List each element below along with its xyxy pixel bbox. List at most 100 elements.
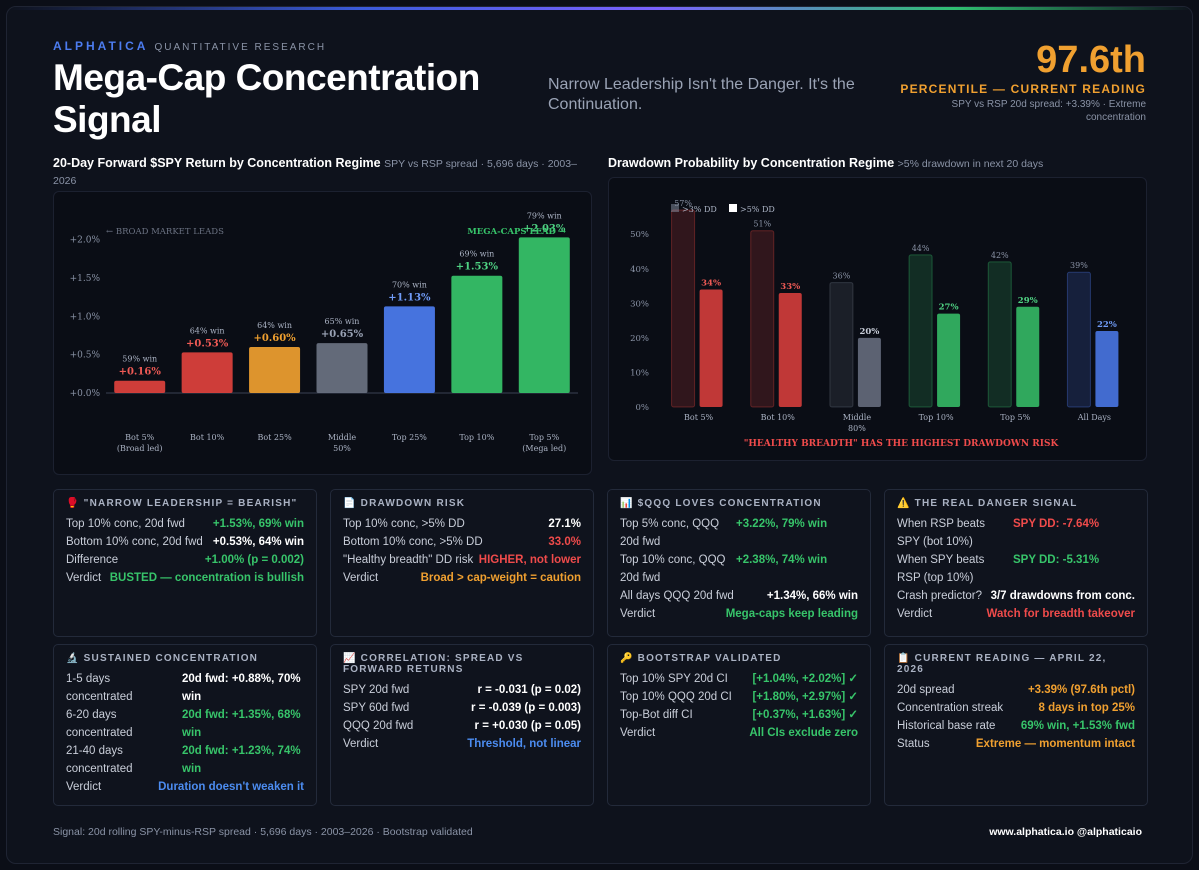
chart1-title-block: 20-Day Forward $SPY Return by Concentrat… [53,155,593,189]
brand: ALPHATICA QUANTITATIVE RESEARCH [53,39,326,53]
x-tick-label: Top 5% [1000,413,1030,422]
card-row-value: 33.0% [548,536,581,548]
card-row-value: Broad > cap-weight = caution [420,572,581,584]
x-tick-label: Bot 10% [190,433,225,442]
card-row: Top 10% conc, QQQ 20d fwd +2.38%, 74% win [620,551,858,587]
page-subtitle: Narrow Leadership Isn't the Danger. It's… [548,76,855,113]
bar [249,347,301,393]
y-tick-label: 10% [630,368,649,378]
card-row: Top 5% conc, QQQ 20d fwd +3.22%, 79% win [620,515,858,551]
card-row-value: SPY DD: -7.64% [1013,518,1100,530]
x-tick-label: Top 5% [529,433,559,442]
card-row-value: HIGHER, not lower [478,554,581,566]
brand-subtitle: QUANTITATIVE RESEARCH [154,42,327,53]
card-row-label: 1-5 days concentrated [66,673,133,703]
card-icon: 🥊 [66,498,80,509]
card-row: Bottom 10% conc, 20d fwd +0.53%, 64% win [66,533,304,551]
card-row-value: 20d fwd: +0.88%, 70% win [182,673,301,703]
card-row-label: Top 5% conc, QQQ 20d fwd [620,518,720,548]
bar-3pct-label: 42% [991,251,1009,260]
bar-3pct-label: 51% [753,220,771,229]
chart1-panel: +0.0% +0.5% +1.0% +1.5% +2.0% +0.16% 59% win Bo… [53,191,592,475]
card-icon: 📈 [343,653,357,664]
card-row: 6-20 days concentrated 20d fwd: +1.35%, 6… [66,706,304,742]
percentile-label: PERCENTILE — CURRENT READING [900,82,1146,96]
stat-card: 🔑 BOOTSTRAP VALIDATED Top 10% SPY 20d CI [+… [607,644,871,806]
bar-value-label: +0.53% [186,338,229,349]
card-icon: 🔬 [66,653,80,664]
card-title-text: THE REAL DANGER SIGNAL [914,498,1078,509]
card-title: 📄 DRAWDOWN RISK [343,498,581,509]
card-row: Difference +1.00% (p = 0.002) [66,551,304,569]
chart1-subtitle: SPY vs RSP spread · 5,696 days · 2003–20… [53,158,577,187]
bar-5pct-label: 22% [1097,320,1117,330]
bar-3pct-dd [750,230,775,408]
bar [383,306,435,393]
card-row: All days QQQ 20d fwd +1.34%, 66% win [620,587,858,605]
card-row-value: +1.00% (p = 0.002) [204,554,304,566]
card-title-text: CURRENT READING — APRIL 22, 2026 [897,653,1107,675]
card-row: Top 10% QQQ 20d CI [+1.80%, +2.97%] ✓ [620,688,858,706]
bar-5pct-label: 27% [939,303,959,313]
chart2-subtitle: >5% drawdown in next 20 days [897,158,1044,170]
forward-return-chart: +0.0% +0.5% +1.0% +1.5% +2.0% +0.16% 59% win Bo… [70,211,578,453]
card-row-label: "Healthy breadth" DD risk [343,554,474,566]
chart2-panel: 0% 10% 20% 30% 40% 50% 57% 34% Bot 5% 51% 33% Bot 1… [608,177,1147,461]
card-row: Crash predictor? 3/7 drawdowns from conc. [897,587,1135,605]
stat-card: 🔬 SUSTAINED CONCENTRATION 1-5 days concent… [53,644,317,806]
drawdown-probability-chart: 0% 10% 20% 30% 40% 50% 57% 34% Bot 5% 51% 33% Bot 1… [630,199,1119,449]
card-row: 1-5 days concentrated 20d fwd: +0.88%, 70… [66,670,304,706]
x-tick-label: All Days [1077,413,1111,422]
legend-label-3pct: >3% DD [682,205,717,214]
x-tick-label: Bot 10% [761,413,796,422]
card-row-label: Verdict [620,727,656,739]
bar-win-label: 64% win [257,321,292,330]
bar-value-label: +1.13% [388,292,431,303]
bar-5pct-dd [778,292,802,407]
percentile-note: SPY vs RSP 20d spread: +3.39% · Extreme … [951,99,1146,123]
x-tick-label: (Mega led) [522,444,566,453]
card-row-label: Top-Bot diff CI [620,709,693,721]
bar-win-label: 59% win [122,355,157,364]
bar-5pct-dd [1016,306,1040,407]
bar-3pct-label: 36% [833,272,851,281]
card-row-label: All days QQQ 20d fwd [620,590,734,602]
card-title-text: $QQQ LOVES CONCENTRATION [637,498,822,509]
chart2-title: Drawdown Probability by Concentration Re… [608,156,895,170]
card-row: QQQ 20d fwd r = +0.030 (p = 0.05) [343,717,581,735]
card-icon: 🔑 [620,653,634,664]
card-row-label: Verdict [897,608,933,620]
y-tick-label: 0% [636,403,650,413]
card-row-value: 3/7 drawdowns from conc. [990,590,1135,602]
card-row: Concentration streak 8 days in top 25% [897,699,1135,717]
card-row-label: Top 10% conc, 20d fwd [66,518,185,530]
card-row-value: 27.1% [548,518,581,530]
x-tick-label: Middle [843,413,872,422]
card-row-value: +1.34%, 66% win [766,590,858,602]
card-row-value: +3.22%, 79% win [736,518,828,530]
card-icon: ⚠️ [897,498,911,509]
card-row: Verdict Watch for breadth takeover [897,605,1135,623]
card-title: 📈 CORRELATION: SPREAD VS FORWARD RETURNS [343,653,581,675]
card-row: Status Extreme — momentum intact [897,735,1135,753]
chart2-annotation: "HEALTHY BREADTH" HAS THE HIGHEST DRAWDO… [744,439,1060,449]
card-row-label: 20d spread [897,684,955,696]
bar-5pct-label: 20% [859,327,879,337]
card-row-label: When RSP beats SPY (bot 10%) [897,518,986,548]
card-row-label: Concentration streak [897,702,1004,714]
card-row-value: 8 days in top 25% [1038,702,1135,714]
bar [518,237,570,393]
stat-card: 📈 CORRELATION: SPREAD VS FORWARD RETURNS S… [330,644,594,806]
annotation-left: ← BROAD MARKET LEADS [106,227,224,237]
card-row: SPY 20d fwd r = -0.031 (p = 0.02) [343,681,581,699]
card-title: 📋 CURRENT READING — APRIL 22, 2026 [897,653,1135,675]
card-row-value: Threshold, not linear [467,738,581,750]
card-row-label: Verdict [343,738,379,750]
card-row: Verdict Mega-caps keep leading [620,605,858,623]
accent-line [7,7,1192,10]
stat-card: 📄 DRAWDOWN RISK Top 10% conc, >5% DD 27.1% B… [330,489,594,637]
bar-value-label: +0.16% [119,367,162,378]
bar-3pct-label: 44% [912,244,930,253]
card-row: Top 10% conc, 20d fwd +1.53%, 69% win [66,515,304,533]
bar-value-label: +2.03% [523,223,566,234]
